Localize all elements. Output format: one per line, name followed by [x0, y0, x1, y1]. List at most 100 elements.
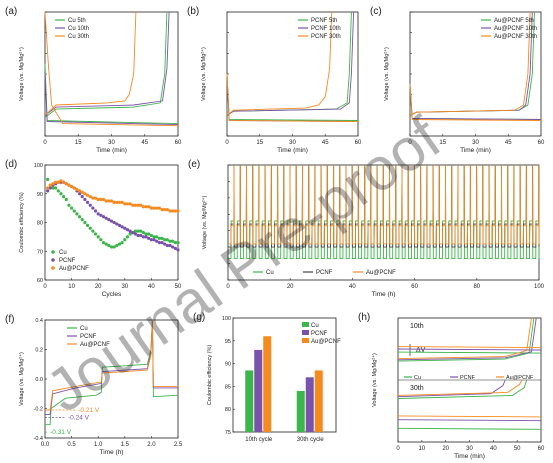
- x-tick-label: 1.5: [121, 442, 130, 448]
- data-point: [155, 235, 159, 239]
- series-line: [397, 317, 537, 361]
- data-point: [54, 180, 58, 184]
- x-tick-label: 0.0: [41, 442, 50, 448]
- data-point: [155, 206, 159, 210]
- data-point: [168, 239, 172, 243]
- data-point: [147, 232, 151, 236]
- legend-marker: [51, 250, 55, 254]
- data-point: [48, 183, 52, 187]
- data-point: [120, 225, 124, 229]
- x-tick-label: 0: [43, 284, 47, 290]
- y-axis-label: Voltage (vs. Mg/Mg²⁺): [383, 47, 390, 101]
- y-axis-label: Voltage (vs. Mg/Mg²⁺): [18, 352, 25, 406]
- legend-entry: Au@PCNF: [506, 375, 534, 381]
- data-point: [125, 202, 130, 206]
- x-tick-label: 15: [439, 140, 446, 146]
- data-point: [139, 203, 143, 207]
- data-point: [64, 182, 68, 186]
- data-point: [157, 241, 161, 245]
- data-point: [120, 241, 124, 245]
- y-tick-label: 90: [225, 362, 231, 368]
- data-point: [141, 205, 146, 209]
- data-point: [64, 197, 68, 202]
- data-point: [104, 216, 108, 220]
- data-point: [136, 203, 140, 207]
- data-point: [141, 230, 146, 235]
- series-line: [45, 319, 178, 411]
- data-point: [163, 238, 167, 242]
- y-axis-label: Voltage (vs. Mg/Mg²⁺): [201, 196, 208, 250]
- data-point: [152, 238, 156, 242]
- x-tick-label: 20: [95, 284, 102, 290]
- x-tick-label: 60: [538, 140, 545, 146]
- delta-v-label: ΔV: [416, 347, 426, 354]
- data-point: [104, 199, 108, 203]
- data-point: [77, 192, 82, 196]
- y-tick-label: 85: [225, 384, 231, 390]
- data-point: [48, 186, 52, 190]
- series-line: [44, 73, 179, 126]
- legend-entry: Cu 30th: [68, 34, 89, 40]
- x-tick-label: 60: [411, 284, 418, 290]
- x-tick-label: 0: [226, 284, 230, 290]
- y-axis-label: Coulombic efficiency (%): [19, 192, 25, 253]
- series-line: [397, 379, 506, 398]
- series-line: [397, 317, 535, 362]
- data-point: [125, 235, 130, 239]
- x-tick-label: 30: [289, 140, 296, 146]
- data-point: [91, 196, 95, 200]
- y-axis-label: Voltage (vs. Mg/Mg²⁺): [18, 47, 25, 101]
- data-point: [91, 229, 95, 233]
- data-point: [133, 232, 138, 236]
- data-point: [123, 226, 127, 230]
- legend-entry: Cu: [59, 250, 67, 256]
- y-tick-label: 80: [37, 221, 43, 227]
- panel-a: (a) 0 15 30 45 60 Time (min) Voltage (vs. Mg/Mg…: [5, 6, 182, 154]
- series-line: [44, 63, 179, 125]
- data-point: [173, 209, 177, 213]
- x-tick-label: 50: [514, 446, 521, 452]
- series-line: [44, 11, 170, 116]
- x-axis-label: Time (h): [100, 449, 124, 456]
- data-point: [46, 177, 50, 181]
- data-point: [163, 207, 167, 212]
- plot-frame: [232, 317, 337, 433]
- data-point: [88, 226, 92, 230]
- panel-label: (e): [188, 159, 200, 170]
- data-point: [93, 196, 98, 200]
- data-point: [70, 206, 74, 210]
- legend-entry: PCNF: [460, 375, 476, 381]
- legend-entry: PCNF: [311, 331, 328, 337]
- y-tick-label: -0.4: [34, 436, 43, 442]
- data-point: [157, 206, 161, 210]
- data-point: [85, 200, 90, 204]
- x-axis-label: Time (h): [372, 291, 396, 298]
- legend-entry: PCNF: [80, 334, 97, 340]
- x-tick-label: 10: [68, 284, 75, 290]
- y-tick-label: 100: [222, 316, 231, 322]
- data-point: [168, 209, 172, 213]
- data-point: [173, 246, 177, 250]
- panel-label: (g): [193, 312, 205, 323]
- legend-marker: [51, 266, 55, 270]
- data-point: [176, 241, 180, 245]
- annotation-text: -0.31 V: [50, 429, 72, 436]
- data-point: [128, 202, 132, 206]
- data-point: [128, 229, 132, 233]
- subpanel-label: 30th: [410, 385, 424, 392]
- series-line: [397, 419, 542, 422]
- data-point: [176, 209, 180, 213]
- panel-f: (f) -0.4 -0.2 0.0 0.2 0.4 0.0 0.5 1.0 1.5 2.0 2.5 Ti…: [5, 314, 183, 456]
- data-point: [139, 229, 143, 233]
- data-point: [133, 229, 138, 233]
- data-point: [136, 233, 140, 238]
- data-point: [163, 242, 167, 246]
- x-axis-label: Time (min): [460, 147, 491, 154]
- data-point: [115, 243, 119, 248]
- data-point: [168, 243, 172, 248]
- data-point: [72, 186, 76, 190]
- bar: [263, 336, 272, 432]
- data-point: [56, 189, 60, 193]
- plot-frame: [44, 11, 179, 137]
- x-tick-label: 1.0: [94, 442, 103, 448]
